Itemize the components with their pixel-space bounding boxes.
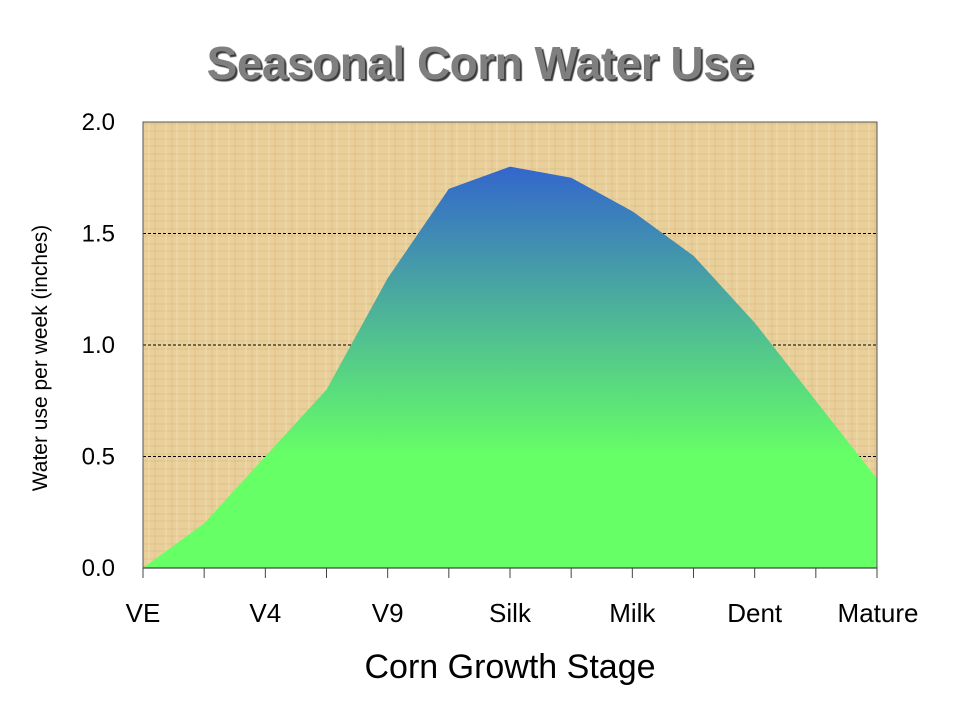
x-tick-label: V4 [249,598,281,628]
x-axis-label: Corn Growth Stage [364,648,656,686]
area-series [143,166,877,568]
x-tick-labels: VE V4 V9 Silk Milk Dent Mature [126,598,919,628]
y-tick-label: 2.0 [82,109,115,136]
chart-title: Seasonal Corn Water Use [206,37,754,89]
y-tick-label: 0.0 [82,555,115,582]
y-tick-labels: 0.0 0.5 1.0 1.5 2.0 [82,109,115,582]
y-tick-label: 0.5 [82,444,115,471]
y-axis-label: Water use per week (inches) [29,224,52,492]
x-tick-label: VE [126,598,161,628]
axes [142,121,878,578]
x-tick-label: Silk [489,598,532,628]
x-tick-label: V9 [372,598,404,628]
x-tick-label: Milk [609,598,656,628]
y-tick-label: 1.0 [82,332,115,359]
x-tick-label: Dent [727,598,783,628]
x-tick-label: Mature [838,598,919,628]
y-tick-label: 1.5 [82,221,115,248]
